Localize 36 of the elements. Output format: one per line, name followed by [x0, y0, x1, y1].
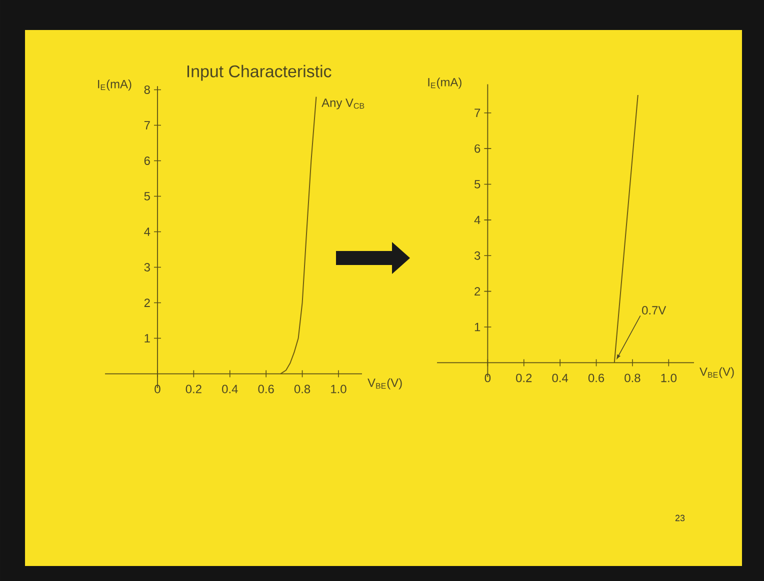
y-tick-label: 3 [144, 263, 150, 272]
y-tick-label: 8 [144, 86, 150, 94]
y-tick-label: 2 [144, 298, 150, 307]
text: 23 [675, 514, 685, 522]
x-axis-title: V$_{BE}$(V) [700, 367, 734, 378]
x-tick-label: 1.0 [661, 374, 677, 382]
x-tick-label: 0.6 [588, 374, 604, 382]
y-tick-label: 1 [474, 322, 480, 332]
y-tick-label: 6 [474, 144, 480, 153]
chart-title: Input Characteristic [187, 64, 332, 81]
x-tick-label: 0.4 [222, 384, 238, 394]
y-tick-label: 1 [144, 334, 150, 342]
y-tick-label: 4 [144, 228, 150, 236]
x-tick-label: 0.8 [294, 384, 310, 394]
y-tick-label: 7 [144, 121, 150, 130]
y-tick-label: 7 [474, 108, 480, 117]
annotation: Any V$_{CB}$ [322, 98, 364, 110]
y-tick-label: 6 [144, 156, 150, 165]
x-tick-label: 0.6 [258, 384, 274, 394]
y-tick-label: 5 [474, 180, 480, 188]
x-tick-label: 0.2 [186, 384, 202, 394]
x-tick-label: 0 [484, 374, 491, 382]
x-tick-label: 0.8 [624, 374, 640, 382]
y-tick-label: 5 [144, 192, 150, 200]
x-tick-label: 0 [154, 384, 160, 394]
y-tick-label: 3 [474, 251, 480, 260]
y-tick-label: 2 [474, 287, 480, 296]
x-tick-label: 0.2 [516, 374, 532, 382]
y-axis-title: I$_{E}$(mA) [428, 78, 462, 89]
x-axis-title: V$_{BE}$(V) [368, 378, 402, 390]
x-tick-label: 1.0 [331, 384, 346, 394]
line-series [280, 96, 317, 374]
y-axis-title: I$_{E}$(mA) [98, 80, 132, 91]
x-tick-label: 0.4 [552, 374, 568, 382]
y-tick-label: 4 [474, 216, 480, 224]
annotation: 0.7V [642, 306, 666, 314]
